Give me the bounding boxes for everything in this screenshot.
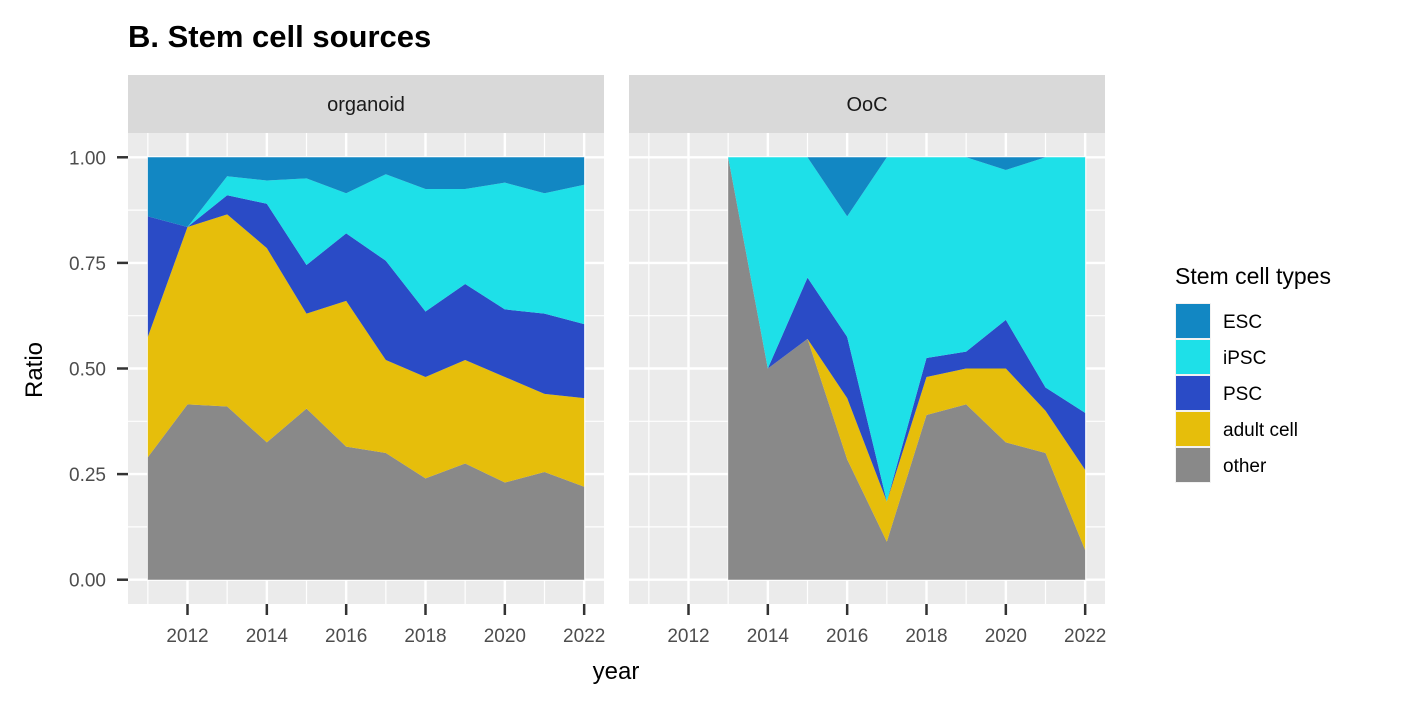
y-tick-label: 0.75 [69, 254, 106, 275]
x-tick-label: 2018 [404, 626, 446, 647]
facet-strip [629, 75, 1105, 133]
legend-key-esc [1176, 304, 1210, 338]
y-axis-title: Ratio [21, 342, 48, 398]
area-other [147, 404, 585, 580]
x-tick-label: 2016 [826, 626, 868, 647]
facet-panels: 0.00 0.25 0.50 0.75 1.00 organoid 2012 2014 2016… [69, 75, 1106, 647]
x-axis-title: year [593, 658, 640, 685]
area-esc [728, 157, 1086, 217]
x-tick-label: 2014 [747, 626, 790, 647]
area-psc [728, 157, 1086, 502]
legend-label: ESC [1223, 312, 1262, 333]
x-tick-label: 2020 [484, 626, 526, 647]
legend: Stem cell types ESC iPSC PSC adult cell othe… [1175, 263, 1331, 483]
legend-title: Stem cell types [1175, 263, 1331, 289]
x-tick-label: 2020 [985, 626, 1027, 647]
x-tick-label: 2012 [166, 626, 208, 647]
x-tick-label: 2018 [905, 626, 947, 647]
facet-strip-label: OoC [846, 94, 887, 116]
facet-strip [128, 75, 604, 133]
area-esc [147, 157, 585, 227]
area-adult-cell [728, 157, 1086, 551]
area-ipsc [147, 174, 585, 325]
legend-label: other [1223, 456, 1267, 477]
x-tick-label: 2012 [667, 626, 709, 647]
legend-key-other [1176, 448, 1210, 482]
legend-label: PSC [1223, 384, 1262, 405]
legend-key-adult-cell [1176, 412, 1210, 446]
facet-strip-label: organoid [327, 94, 405, 116]
facet-panel-organoid: organoid 2012 2014 2016 2018 2020 2022 [128, 75, 605, 647]
legend-label: iPSC [1223, 348, 1266, 369]
area-other [728, 157, 1086, 580]
x-tick-label: 2022 [563, 626, 605, 647]
x-tick-label: 2014 [246, 626, 289, 647]
x-tick-label: 2016 [325, 626, 367, 647]
legend-key-ipsc [1176, 340, 1210, 374]
legend-key-psc [1176, 376, 1210, 410]
x-tick-label: 2022 [1064, 626, 1106, 647]
y-tick-label: 1.00 [69, 148, 106, 169]
facet-panel-ooc: OoC 2012 2014 2016 2018 2020 2022 [629, 75, 1106, 647]
y-tick-label: 0.00 [69, 571, 106, 592]
chart-title: B. Stem cell sources [128, 19, 431, 54]
legend-label: adult cell [1223, 420, 1298, 441]
y-tick-label: 0.25 [69, 465, 106, 486]
area-ipsc [728, 157, 1086, 502]
y-tick-label: 0.50 [69, 360, 106, 381]
area-adult-cell [147, 214, 585, 487]
area-psc [147, 195, 585, 399]
